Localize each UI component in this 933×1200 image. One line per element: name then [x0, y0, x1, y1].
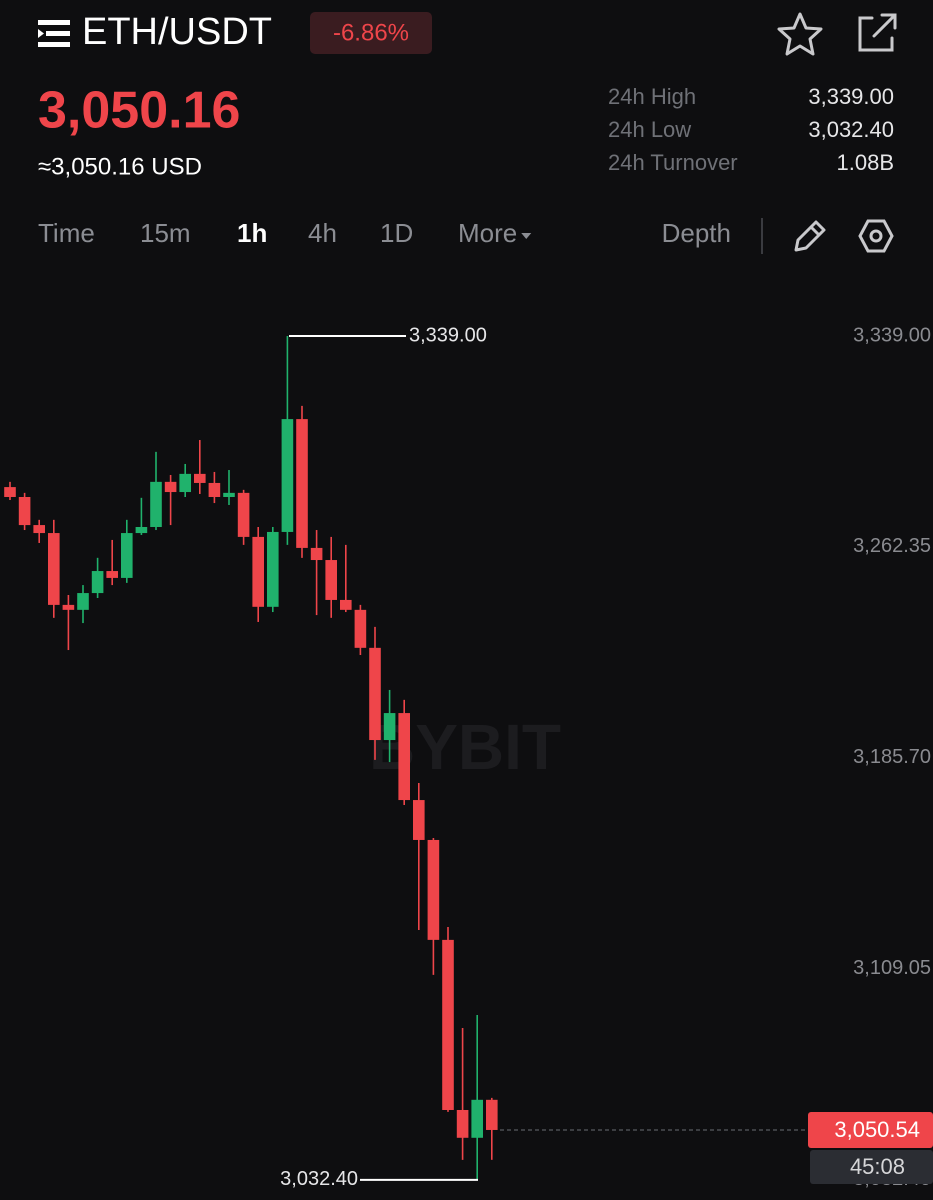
share-frame — [858, 16, 894, 52]
interval-tab[interactable]: 4h — [308, 218, 337, 248]
interval-tab[interactable]: 15m — [140, 218, 191, 248]
hex-center — [869, 229, 883, 243]
share-icon[interactable] — [858, 13, 897, 52]
candle-body — [62, 604, 75, 610]
candle-body — [427, 839, 440, 940]
candle-body — [281, 419, 294, 532]
settings-icon[interactable] — [858, 219, 894, 253]
menu-bar — [46, 31, 70, 36]
more-tab[interactable]: More — [458, 218, 517, 248]
y-tick-label: 3,262.35 — [853, 535, 931, 557]
more-caret — [521, 233, 532, 239]
stat-value: 3,032.40 — [808, 117, 894, 142]
countdown: 45:08 — [850, 1154, 905, 1179]
toolbar: Time 15m 1h 4h 1D — [38, 218, 413, 248]
pair-title[interactable]: ETH/USDT — [82, 11, 272, 53]
change-badge — [310, 12, 432, 54]
high-marker-label: 3,339.00 — [409, 324, 487, 346]
candle-body — [398, 713, 410, 801]
candle-body — [354, 609, 367, 648]
candle-body — [223, 492, 235, 497]
stat-label: 24h Turnover — [608, 150, 738, 175]
candle-body — [150, 481, 162, 527]
stat-label: 24h High — [608, 84, 696, 109]
candle-body — [310, 547, 323, 561]
y-tick-label: 3,185.70 — [853, 746, 931, 768]
change-percent: -6.86% — [333, 19, 409, 46]
candle-body — [18, 496, 31, 526]
stat-label: 24h Low — [608, 117, 691, 142]
candle-body — [33, 525, 45, 534]
candle-body — [237, 492, 250, 537]
interval-tab[interactable]: Time — [38, 218, 95, 248]
menu-bar — [38, 42, 70, 47]
candle-body — [77, 593, 89, 610]
menu-icon[interactable] — [38, 20, 70, 47]
y-tick-label: 3,109.05 — [853, 957, 931, 979]
candle-body — [91, 571, 104, 594]
hexagon — [858, 219, 894, 253]
candle-body — [442, 939, 454, 1110]
candle-body — [106, 571, 118, 578]
candlestick-chart: BYBIT 3,339.00 3,262.35 3,185.70 3,109.05 3,0… — [4, 324, 933, 1190]
favorite-icon[interactable] — [777, 12, 823, 56]
countdown-box — [810, 1149, 933, 1184]
candle-body — [456, 1109, 469, 1138]
stats: 24h High 3,339.00 24h Low 3,032.40 24h Turno… — [608, 84, 894, 175]
price-usd: ≈3,050.16 USD — [38, 153, 202, 180]
interval-tab[interactable]: 1h — [237, 218, 267, 248]
candle-body — [194, 473, 206, 483]
candle-body — [179, 473, 191, 493]
stat-value: 3,339.00 — [808, 84, 894, 109]
depth-tab[interactable]: Depth — [662, 218, 731, 248]
watermark: BYBIT — [369, 711, 561, 783]
y-tick-label: 3,339.00 — [853, 324, 931, 346]
candle-body — [252, 536, 264, 607]
candle-body — [486, 1099, 498, 1130]
low-marker-label: 3,032.40 — [280, 1168, 358, 1190]
last-price-label: 3,050.54 — [834, 1117, 920, 1142]
draw-icon[interactable] — [794, 220, 826, 252]
menu-arrow — [38, 29, 44, 38]
last-price-tag — [808, 1111, 933, 1148]
candle-body — [471, 1099, 483, 1138]
last-price: 3,050.16 — [38, 82, 240, 140]
candle-body — [4, 487, 16, 497]
candle-body — [340, 599, 352, 610]
stat-value: 1.08B — [837, 150, 895, 175]
candle-body — [121, 533, 133, 578]
candle-body — [325, 560, 337, 600]
menu-bar — [38, 20, 70, 25]
candle-body — [208, 482, 221, 497]
candle-body — [383, 713, 396, 741]
candle-body — [164, 481, 177, 493]
candle-body — [413, 800, 425, 840]
candle-body — [296, 419, 308, 548]
candle-body — [369, 647, 381, 741]
candle-body — [48, 533, 60, 605]
pencil — [794, 220, 826, 252]
interval-tab[interactable]: 1D — [380, 218, 413, 248]
candle-body — [135, 526, 148, 534]
share-arrow — [872, 13, 897, 38]
candle-body — [267, 531, 279, 607]
